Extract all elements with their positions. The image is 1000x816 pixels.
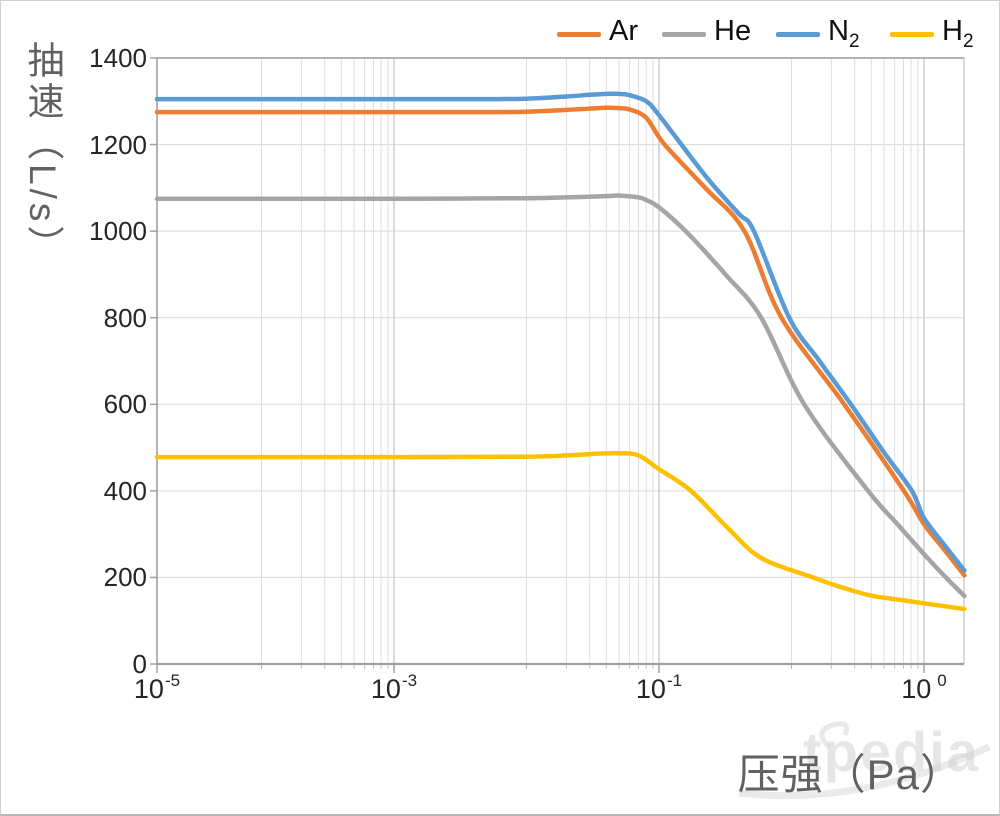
y-tick-1200: 1200	[89, 130, 147, 160]
x-tick-1e-3: 10-3	[370, 671, 418, 704]
legend-swatch-ar	[557, 31, 601, 37]
legend-swatch-h2	[890, 31, 934, 37]
axis-ticks	[150, 57, 925, 673]
legend-item-he: He	[662, 13, 751, 55]
legend-item-ar: Ar	[557, 13, 638, 55]
legend: Ar He N2 H2	[1, 13, 999, 55]
y-tick-1000: 1000	[89, 216, 147, 246]
horizontal-gridlines	[157, 144, 964, 578]
curve-h2	[154, 450, 967, 612]
legend-swatch-n2	[776, 31, 820, 37]
y-axis-title: 抽速（L/s）	[22, 41, 63, 267]
plot-borders	[157, 57, 965, 664]
axis-lines	[156, 58, 964, 666]
curve-ar	[154, 105, 967, 578]
y-tick-0: 0	[132, 649, 147, 679]
y-tick-400: 400	[103, 476, 147, 506]
x-tick-1e0: 10 0	[901, 671, 947, 704]
legend-item-h2: H2	[890, 13, 974, 55]
legend-item-n2: N2	[776, 13, 860, 55]
curve-n2	[154, 91, 967, 573]
x-axis-title: 压强（Pa）	[737, 751, 963, 798]
x-tick-1e-1: 10-1	[635, 671, 683, 704]
vertical-gridlines	[261, 58, 925, 664]
x-tick-1e-5: 10-5	[133, 671, 181, 704]
y-tick-800: 800	[103, 303, 147, 333]
watermark-swoosh	[738, 721, 991, 800]
y-tick-200: 200	[103, 562, 147, 592]
legend-label-ar: Ar	[609, 15, 638, 48]
y-tick-1400: 1400	[89, 43, 147, 73]
y-tick-600: 600	[103, 389, 147, 419]
series-curves	[154, 91, 967, 612]
legend-swatch-he	[662, 31, 706, 37]
legend-label-n2: N2	[828, 15, 860, 52]
curve-he	[154, 193, 967, 599]
legend-label-h2: H2	[942, 15, 974, 52]
legend-label-he: He	[714, 15, 752, 48]
